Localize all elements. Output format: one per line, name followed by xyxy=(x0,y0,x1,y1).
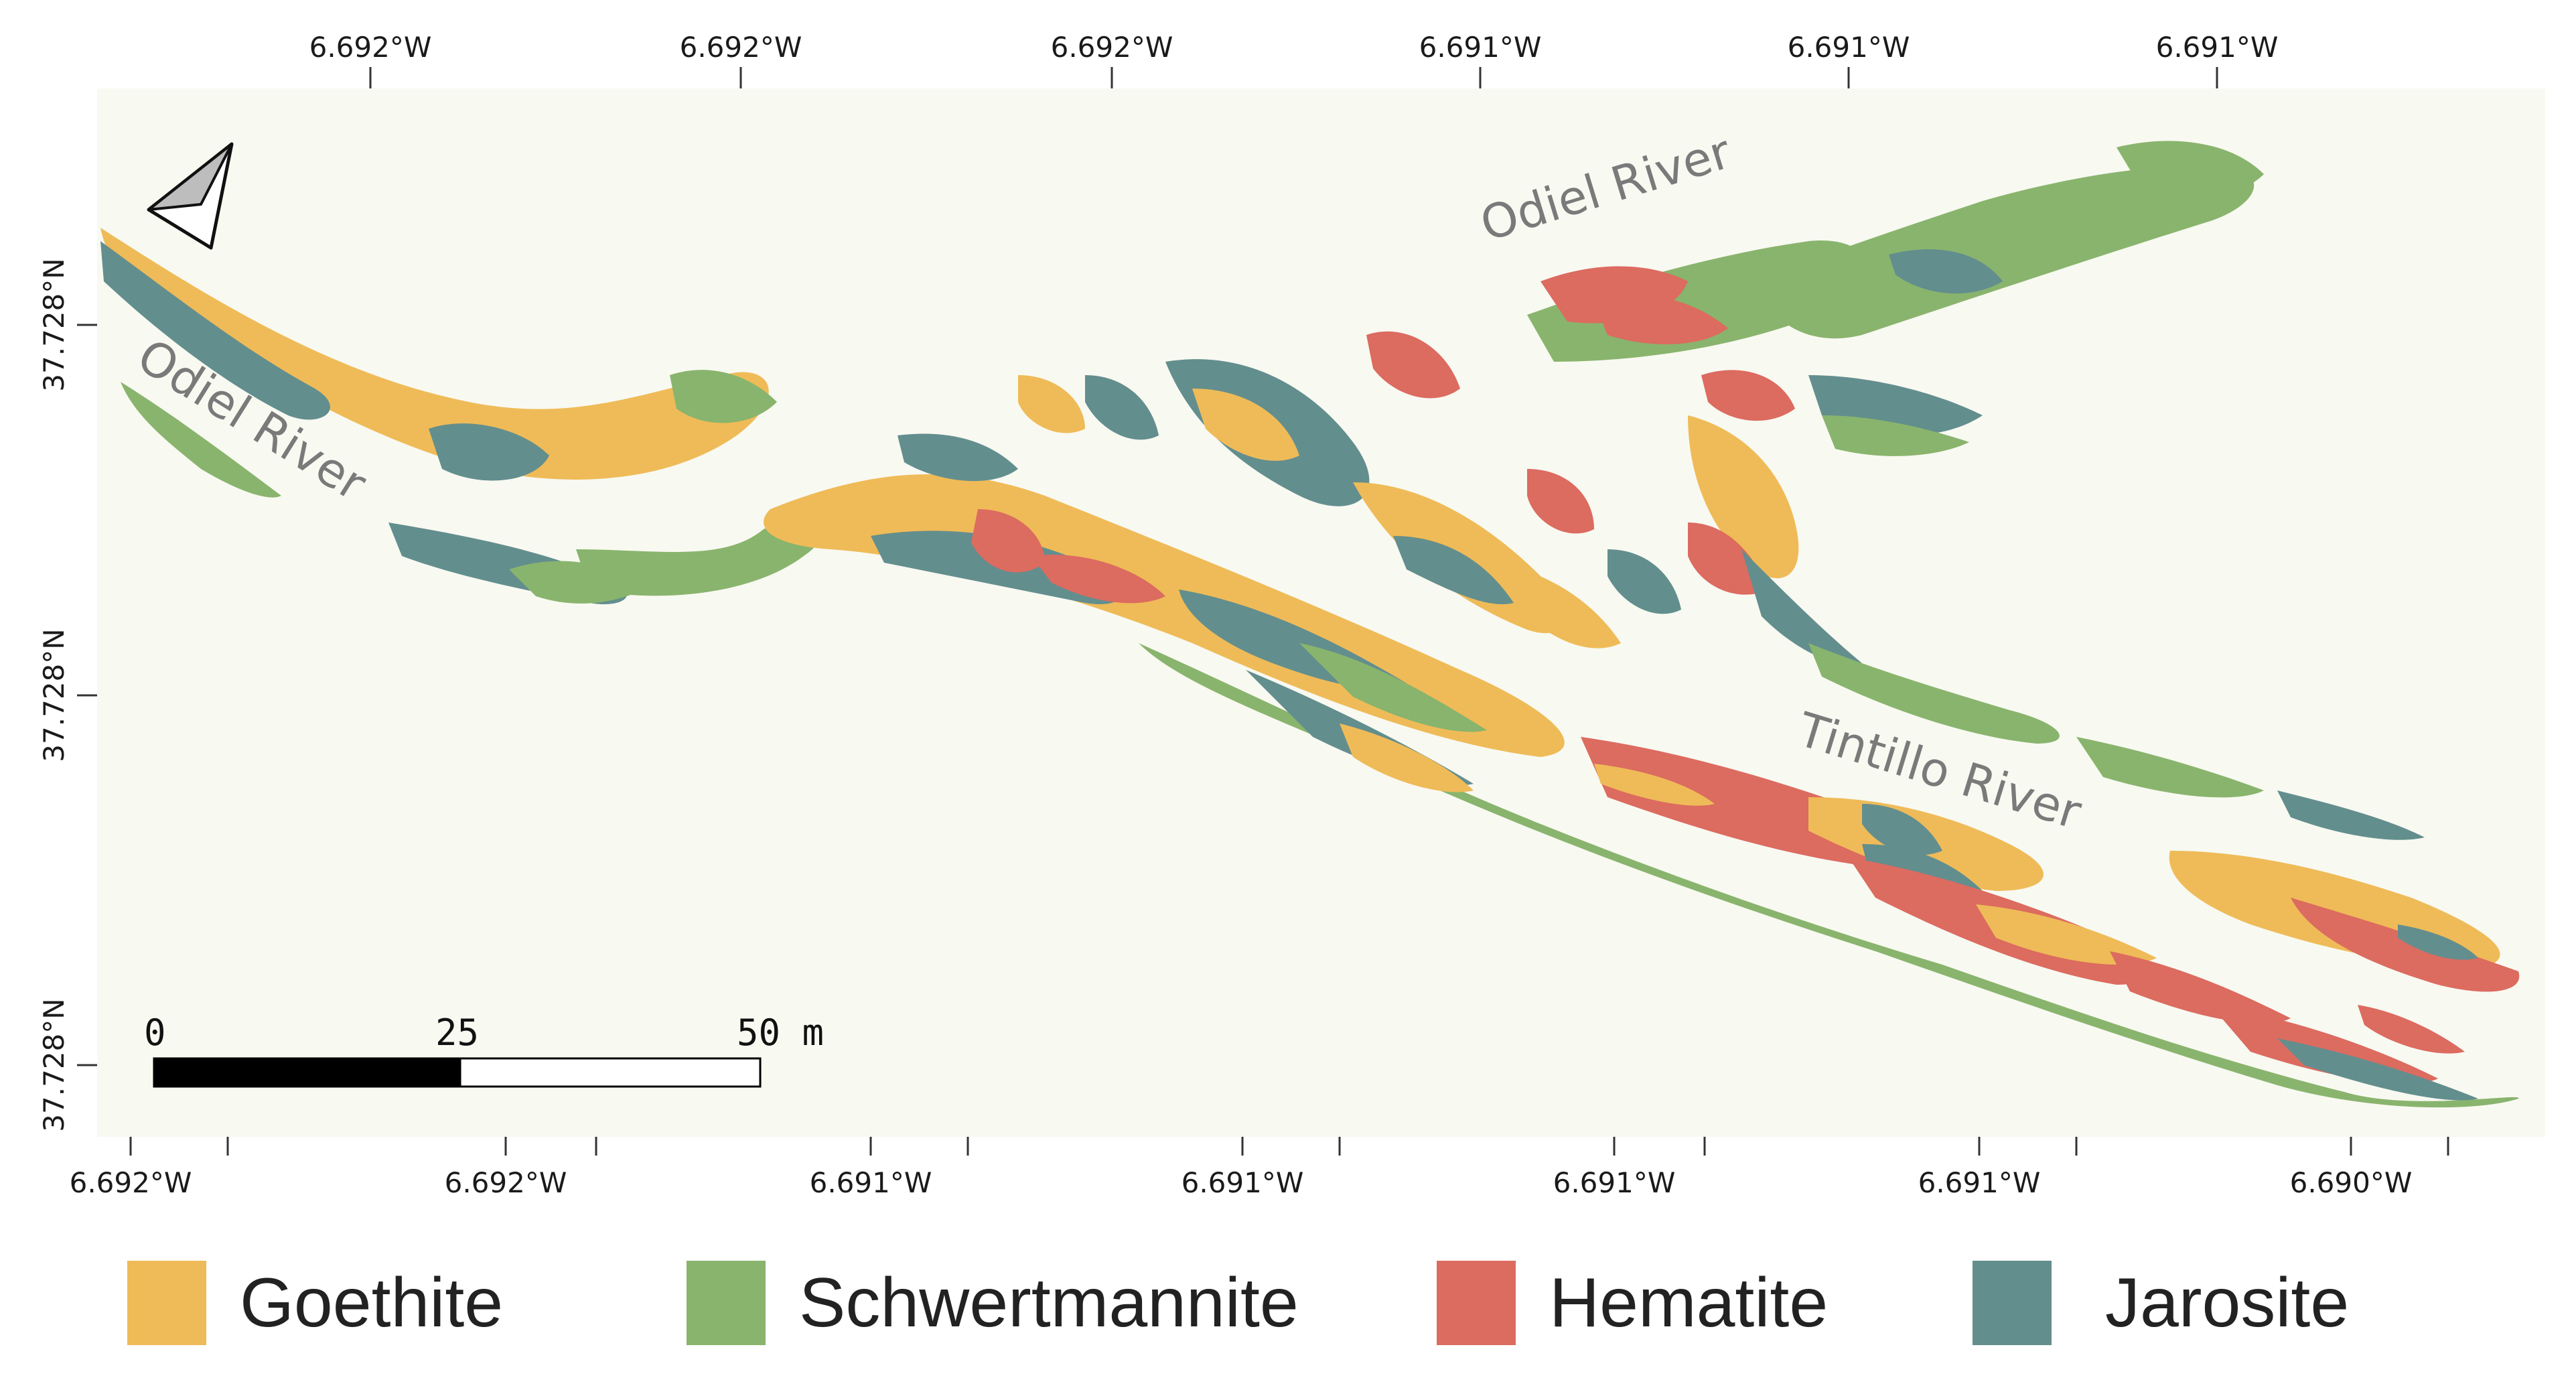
top-tick-label: 6.692°W xyxy=(680,31,802,64)
jarosite-patch xyxy=(1889,249,2003,294)
bottom-tick-label: 6.691°W xyxy=(1553,1166,1676,1199)
jarosite-patch xyxy=(1862,804,1942,855)
top-tick-label: 6.691°W xyxy=(2156,31,2279,64)
schwertmannite-patch xyxy=(2117,141,2264,196)
top-tick-label: 6.692°W xyxy=(309,31,432,64)
legend-swatch-jarosite xyxy=(1973,1261,2052,1345)
hematite-patch xyxy=(1366,331,1460,399)
left-axis: 37.728°N 37.728°N 37.728°N xyxy=(38,258,70,1131)
jarosite-patch xyxy=(898,433,1018,482)
hematite-patch xyxy=(1594,295,1728,344)
hematite-patch xyxy=(1701,370,1795,421)
schwertmannite-patch xyxy=(576,520,820,596)
schwertmannite-patch xyxy=(1822,415,1969,456)
jarosite-patch xyxy=(1607,549,1681,614)
scale-label-50: 50 m xyxy=(737,1012,824,1054)
bottom-axis: 6.692°W 6.692°W 6.691°W 6.691°W 6.691°W … xyxy=(70,1166,2413,1199)
legend-item-goethite: Goethite xyxy=(127,1259,503,1346)
bottom-tick-label: 6.691°W xyxy=(810,1166,932,1199)
schwertmannite-patch xyxy=(1808,643,2060,744)
legend-label-schwertmannite: Schwertmannite xyxy=(799,1263,1299,1342)
jarosite-patch xyxy=(2277,1038,2478,1101)
jarosite-patch xyxy=(100,241,330,420)
jarosite-patch xyxy=(1741,549,1862,665)
schwertmannite-patch xyxy=(670,370,777,423)
scale-label-25: 25 xyxy=(435,1012,479,1054)
top-tick-label: 6.692°W xyxy=(1051,31,1173,64)
left-tick-label: 37.728°N xyxy=(38,628,70,762)
hematite-patch xyxy=(2210,1005,2438,1084)
goethite-patch xyxy=(1976,904,2157,965)
legend-label-hematite: Hematite xyxy=(1549,1263,1829,1342)
jarosite-patch xyxy=(1393,536,1514,604)
bottom-tick-label: 6.692°W xyxy=(445,1166,567,1199)
goethite-patch xyxy=(1500,563,1621,648)
hematite-patch xyxy=(1031,555,1165,604)
jarosite-patch xyxy=(2277,790,2425,840)
goethite-patch xyxy=(1018,375,1085,433)
jarosite-patch xyxy=(1085,375,1159,440)
scale-bar: 0 25 50 m xyxy=(144,1012,824,1088)
schwertmannite-patch xyxy=(2076,737,2264,798)
hematite-patch xyxy=(971,509,1045,573)
goethite-patch xyxy=(1192,389,1299,461)
bottom-tick-label: 6.691°W xyxy=(1182,1166,1304,1199)
legend-swatch-goethite xyxy=(127,1261,206,1345)
legend: Goethite Schwertmannite Hematite Jarosit… xyxy=(0,1259,2576,1360)
hematite-patch xyxy=(2110,951,2291,1024)
legend-item-jarosite: Jarosite xyxy=(1973,1259,2349,1346)
jarosite-patch xyxy=(429,423,549,481)
goethite-patch xyxy=(1340,723,1474,792)
north-arrow-icon xyxy=(147,142,234,250)
scale-label-0: 0 xyxy=(144,1012,166,1054)
legend-swatch-hematite xyxy=(1437,1261,1516,1345)
mineral-patches xyxy=(100,141,2520,1108)
top-tick-label: 6.691°W xyxy=(1788,31,1910,64)
top-axis: 6.692°W 6.692°W 6.692°W 6.691°W 6.691°W … xyxy=(309,31,2279,64)
left-tick-label: 37.728°N xyxy=(38,258,70,391)
left-tick-label: 37.728°N xyxy=(38,998,70,1131)
legend-item-hematite: Hematite xyxy=(1437,1259,1828,1346)
schwertmannite-patch xyxy=(121,382,281,498)
hematite-patch xyxy=(1527,469,1594,534)
goethite-patch xyxy=(1594,764,1715,806)
goethite-patch xyxy=(100,228,769,480)
goethite-patch xyxy=(1688,415,1799,579)
legend-label-jarosite: Jarosite xyxy=(2105,1263,2350,1342)
frame-ticks xyxy=(77,67,2449,1156)
hematite-patch xyxy=(1688,523,1768,595)
jarosite-patch xyxy=(2398,924,2478,960)
legend-swatch-schwertmannite xyxy=(687,1261,766,1345)
legend-item-schwertmannite: Schwertmannite xyxy=(687,1259,1299,1346)
bottom-tick-label: 6.690°W xyxy=(2290,1166,2413,1199)
schwertmannite-patch xyxy=(1755,165,2255,339)
hematite-patch xyxy=(2358,1005,2465,1054)
hematite-patch xyxy=(2291,898,2520,992)
bottom-tick-label: 6.691°W xyxy=(1918,1166,2041,1199)
top-tick-label: 6.691°W xyxy=(1419,31,1542,64)
legend-label-goethite: Goethite xyxy=(240,1263,504,1342)
bottom-tick-label: 6.692°W xyxy=(70,1166,192,1199)
schwertmannite-patch xyxy=(1299,643,1487,732)
